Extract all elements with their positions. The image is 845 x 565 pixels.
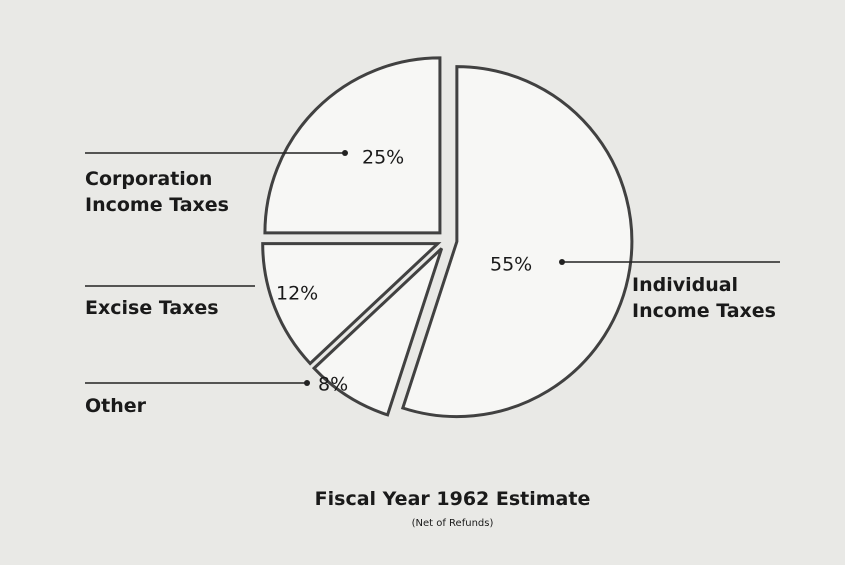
value-label: 12% <box>276 283 318 305</box>
pie-slice <box>261 242 442 366</box>
value-label: 55% <box>490 254 532 276</box>
leader-dot <box>559 259 565 265</box>
chart-subtitle: (Net of Refunds) <box>411 518 494 529</box>
category-label: Individual Income Taxes <box>632 274 776 322</box>
category-label: Corporation Income Taxes <box>85 168 229 216</box>
leader-dot <box>342 150 348 156</box>
pie-slice <box>263 56 442 235</box>
pie-slice <box>400 65 634 419</box>
chart-title: Fiscal Year 1962 Estimate <box>314 488 591 510</box>
value-label: 25% <box>362 147 404 169</box>
value-label: 8% <box>318 374 348 396</box>
pie-slice <box>311 247 444 417</box>
category-label: Other <box>85 395 147 417</box>
leader-dot <box>304 380 310 386</box>
category-label: Excise Taxes <box>85 297 219 319</box>
